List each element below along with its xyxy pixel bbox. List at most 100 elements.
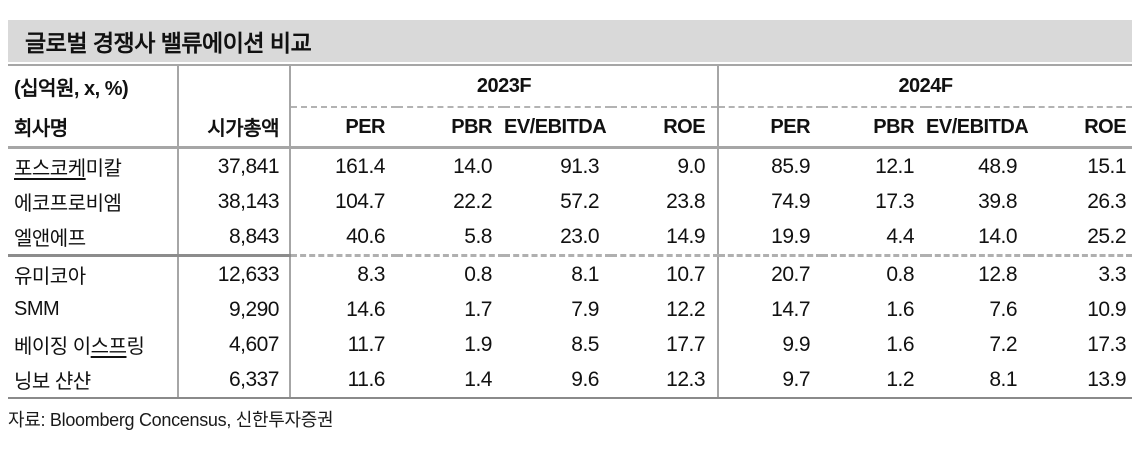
table-row: 유미코아 12,633 8.3 0.8 8.1 10.7 20.7 0.8 12.8 3.3 bbox=[8, 255, 1132, 292]
evebitda-2024-cell: 48.9 bbox=[978, 154, 1018, 178]
company-name-cell: 포스코케미칼 bbox=[8, 147, 179, 184]
pbr-2023-cell: 5.8 bbox=[397, 219, 504, 257]
table-row: 베이징 이스프링 4,607 11.7 1.9 8.5 17.7 9.9 1.6 7.2 17.3 bbox=[8, 327, 1132, 362]
company-name-cell: 엘앤에프 bbox=[8, 219, 179, 257]
pbr-2024-header: PBR bbox=[822, 107, 927, 149]
roe-2023-cell: 12.3 bbox=[611, 362, 720, 399]
unit-label: (십억원, x, %) bbox=[8, 64, 179, 107]
roe-2024-cell: 10.9 bbox=[1087, 297, 1127, 321]
table-row: 엘앤에프 8,843 40.6 5.8 23.0 14.9 19.9 4.4 14.0 25.2 bbox=[8, 219, 1132, 257]
pbr-2024-cell: 1.2 bbox=[822, 362, 927, 399]
metric-header-row: 회사명 시가총액 PER PBR EV/EBITDA ROE PER PBR E… bbox=[8, 107, 1132, 149]
evebitda-2023-header: EV/EBITDA bbox=[504, 107, 611, 149]
pbr-2023-header: PBR bbox=[397, 107, 504, 149]
market-cap-cell: 9,290 bbox=[178, 292, 291, 327]
report-figure: 글로벌 경쟁사 밸류에이션 비교 (십억원, x, %) 2023F 2024F… bbox=[8, 20, 1132, 432]
evebitda-2024-cell: 8.1 bbox=[926, 362, 1030, 399]
evebitda-2024-header: EV/EBITDA bbox=[926, 107, 1030, 149]
pbr-2023-cell: 0.8 bbox=[464, 262, 492, 286]
per-2023-cell: 14.6 bbox=[346, 297, 385, 321]
evebitda-2023-cell: 8.1 bbox=[571, 262, 599, 286]
company-name-part: 베이징 이 bbox=[14, 336, 91, 358]
pbr-2024-cell: 4.4 bbox=[822, 219, 927, 257]
table-row: SMM 9,290 14.6 1.7 7.9 12.2 14.7 1.6 7.6 10.9 bbox=[8, 292, 1132, 327]
table-row: 에코프로비엠 38,143 104.7 22.2 57.2 23.8 74.9 17.3 39.… bbox=[8, 184, 1132, 219]
per-2024-cell: 74.9 bbox=[771, 189, 811, 213]
roe-2024-cell: 25.2 bbox=[1029, 219, 1132, 257]
roe-2023-cell: 17.7 bbox=[611, 327, 720, 362]
per-2024-cell: 9.7 bbox=[718, 362, 823, 399]
company-name-part: 링 bbox=[126, 336, 145, 358]
figure-title-band: 글로벌 경쟁사 밸류에이션 비교 bbox=[8, 20, 1132, 62]
valuation-table: (십억원, x, %) 2023F 2024F 회사명 시가총액 PER PBR… bbox=[8, 64, 1132, 399]
evebitda-2024-cell: 7.6 bbox=[989, 297, 1018, 321]
evebitda-2024-cell: 14.0 bbox=[926, 219, 1030, 257]
pbr-2024-cell: 17.3 bbox=[875, 189, 915, 213]
per-2023-cell: 8.3 bbox=[357, 262, 385, 286]
per-2024-cell: 85.9 bbox=[771, 154, 811, 178]
roe-2023-cell: 9.0 bbox=[611, 147, 720, 184]
market-cap-cell: 37,841 bbox=[178, 147, 291, 184]
company-name-cell: 베이징 이스프링 bbox=[8, 327, 179, 362]
per-2023-cell: 161.4 bbox=[334, 154, 386, 178]
company-name-part: 미칼 bbox=[85, 158, 122, 180]
evebitda-2023-cell: 7.9 bbox=[571, 297, 599, 321]
pbr-2023-cell: 1.7 bbox=[464, 297, 492, 321]
per-2024-cell: 20.7 bbox=[771, 262, 811, 286]
table-body: 포스코케미칼 37,841 161.4 14.0 91.3 9.0 85.9 12.1 48.9… bbox=[8, 147, 1132, 399]
evebitda-2024-cell: 7.2 bbox=[989, 332, 1018, 356]
evebitda-2023-cell: 57.2 bbox=[560, 189, 599, 213]
company-name-underlined-part: 스프 bbox=[90, 336, 127, 358]
year-header-row: (십억원, x, %) 2023F 2024F bbox=[8, 64, 1132, 108]
roe-2024-cell: 15.1 bbox=[1087, 154, 1127, 178]
pbr-2023-cell: 22.2 bbox=[453, 189, 492, 213]
year-group-2023: 2023F bbox=[290, 64, 720, 108]
mktcap-header-spacer bbox=[178, 64, 291, 107]
table-row: 닝보 샨샨 6,337 11.6 1.4 9.6 12.3 9.7 1.2 8.1 13.9 bbox=[8, 362, 1132, 399]
evebitda-2023-cell: 9.6 bbox=[504, 362, 611, 399]
evebitda-2023-cell: 8.5 bbox=[571, 332, 599, 356]
pbr-2024-cell: 1.6 bbox=[886, 297, 915, 321]
per-2023-cell: 11.7 bbox=[347, 332, 386, 356]
market-cap-cell: 8,843 bbox=[178, 219, 291, 257]
company-name-cell: 에코프로비엠 bbox=[8, 184, 179, 219]
roe-2024-header: ROE bbox=[1029, 107, 1132, 149]
pbr-2024-cell: 0.8 bbox=[886, 262, 915, 286]
evebitda-2023-cell: 23.0 bbox=[504, 219, 611, 257]
company-name-part: 엘앤에프 bbox=[14, 228, 86, 250]
roe-2023-cell: 12.2 bbox=[611, 292, 720, 327]
company-name-underlined-part: 포스코케 bbox=[14, 158, 86, 180]
per-2023-cell: 11.6 bbox=[290, 362, 397, 399]
company-name-part: SMM bbox=[14, 298, 60, 320]
roe-2024-cell: 17.3 bbox=[1087, 332, 1127, 356]
mktcap-column-header: 시가총액 bbox=[178, 107, 291, 149]
roe-2024-cell: 26.3 bbox=[1087, 189, 1127, 213]
pbr-2023-cell: 14.0 bbox=[453, 154, 492, 178]
evebitda-2023-cell: 91.3 bbox=[560, 154, 599, 178]
company-name-cell: 유미코아 bbox=[8, 255, 179, 292]
year-group-2024: 2024F bbox=[718, 64, 1132, 108]
per-2023-header: PER bbox=[290, 107, 397, 149]
evebitda-2024-cell: 39.8 bbox=[978, 189, 1018, 213]
source-note: 자료: Bloomberg Concensus, 신한투자증권 bbox=[8, 410, 334, 430]
per-2023-cell: 40.6 bbox=[290, 219, 397, 257]
table-row: 포스코케미칼 37,841 161.4 14.0 91.3 9.0 85.9 12.1 48.9… bbox=[8, 147, 1132, 184]
company-name-cell: SMM bbox=[8, 292, 179, 327]
company-name-part: 닝보 샨샨 bbox=[14, 371, 91, 393]
market-cap-cell: 4,607 bbox=[178, 327, 291, 362]
market-cap-cell: 38,143 bbox=[178, 184, 291, 219]
figure-title: 글로벌 경쟁사 밸류에이션 비교 bbox=[25, 30, 312, 56]
per-2024-cell: 9.9 bbox=[782, 332, 811, 356]
company-name-part: 에코프로비엠 bbox=[14, 193, 122, 215]
roe-2024-cell: 13.9 bbox=[1029, 362, 1132, 399]
evebitda-2024-cell: 12.8 bbox=[978, 262, 1018, 286]
per-2023-cell: 104.7 bbox=[334, 189, 386, 213]
per-2024-header: PER bbox=[718, 107, 823, 149]
roe-2023-cell: 14.9 bbox=[611, 219, 720, 257]
roe-2023-header: ROE bbox=[611, 107, 720, 149]
company-column-header: 회사명 bbox=[8, 107, 179, 149]
pbr-2023-cell: 1.4 bbox=[397, 362, 504, 399]
roe-2024-cell: 3.3 bbox=[1098, 262, 1127, 286]
pbr-2023-cell: 1.9 bbox=[464, 332, 492, 356]
roe-2023-cell: 23.8 bbox=[611, 184, 720, 219]
